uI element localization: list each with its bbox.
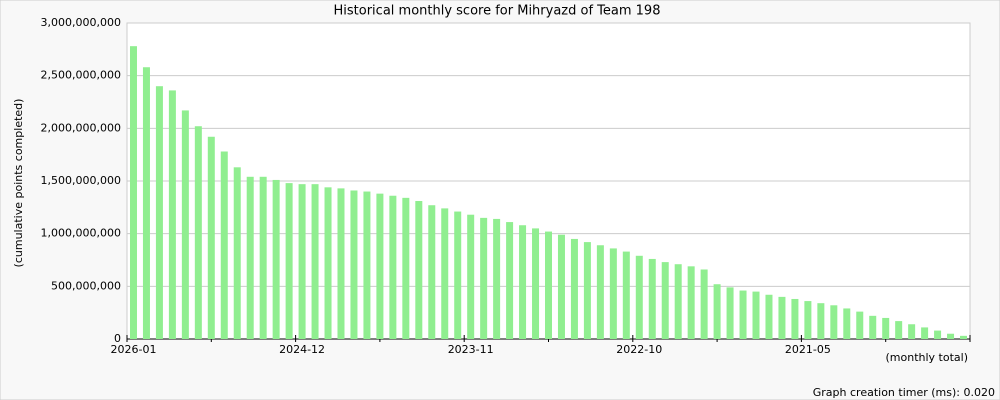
bar bbox=[194, 126, 202, 339]
bar bbox=[765, 294, 773, 339]
bar bbox=[181, 110, 189, 339]
bar bbox=[557, 234, 565, 339]
bar bbox=[804, 301, 812, 339]
bar bbox=[298, 184, 306, 339]
bar bbox=[363, 191, 371, 339]
bar bbox=[648, 258, 656, 339]
bar bbox=[596, 245, 604, 339]
bar bbox=[921, 327, 929, 339]
bar bbox=[441, 208, 449, 339]
bar bbox=[389, 195, 397, 339]
bar bbox=[635, 255, 643, 339]
bar bbox=[337, 188, 345, 339]
x-tick-label: 2023-11 bbox=[448, 343, 494, 356]
bar bbox=[609, 248, 617, 339]
bar bbox=[350, 190, 358, 339]
bar bbox=[570, 238, 578, 339]
bar bbox=[713, 284, 721, 339]
chart-title: Historical monthly score for Mihryazd of… bbox=[334, 4, 661, 19]
bar bbox=[532, 228, 540, 339]
bar bbox=[285, 183, 293, 339]
bar bbox=[960, 335, 968, 339]
bar bbox=[791, 298, 799, 339]
bar bbox=[272, 179, 280, 339]
bar bbox=[506, 222, 514, 339]
x-tick-label: 2024-12 bbox=[279, 343, 325, 356]
bar bbox=[908, 324, 916, 339]
y-tick-label: 500,000,000 bbox=[51, 279, 121, 292]
bar bbox=[428, 205, 436, 339]
bar bbox=[817, 303, 825, 339]
footer: Graph creation timer (ms): 0.020 bbox=[813, 386, 995, 399]
bar bbox=[402, 197, 410, 339]
bar bbox=[207, 136, 215, 339]
bar bbox=[376, 193, 384, 339]
y-tick-label: 1,500,000,000 bbox=[41, 174, 121, 187]
bar bbox=[830, 305, 838, 339]
bar bbox=[233, 167, 241, 339]
bar bbox=[129, 46, 137, 339]
bar bbox=[480, 217, 488, 339]
bar bbox=[467, 214, 475, 339]
bar bbox=[778, 296, 786, 339]
bar bbox=[220, 151, 228, 339]
y-tick-label: 2,500,000,000 bbox=[41, 69, 121, 82]
bar bbox=[415, 201, 423, 339]
bar bbox=[622, 251, 630, 339]
bar bbox=[661, 262, 669, 339]
bar bbox=[726, 287, 734, 339]
x-tick-label: 2022-10 bbox=[616, 343, 662, 356]
y-tick-label: 2,000,000,000 bbox=[41, 121, 121, 134]
bar bbox=[493, 218, 501, 339]
bar bbox=[259, 176, 267, 339]
bar bbox=[869, 315, 877, 339]
bar bbox=[739, 290, 747, 339]
bar bbox=[519, 225, 527, 339]
bar bbox=[674, 264, 682, 339]
bar bbox=[856, 311, 864, 339]
bar bbox=[752, 291, 760, 339]
bar bbox=[168, 90, 176, 339]
bar bbox=[882, 317, 890, 339]
x-tick-label: 2026-01 bbox=[111, 343, 157, 356]
bar bbox=[544, 231, 553, 339]
bar bbox=[947, 333, 955, 339]
bar bbox=[934, 330, 942, 339]
bar bbox=[583, 242, 591, 339]
bar bbox=[895, 321, 903, 339]
y-tick-label: 3,000,000,000 bbox=[41, 16, 121, 29]
bar bbox=[311, 184, 319, 339]
bar bbox=[142, 67, 150, 340]
bar bbox=[454, 211, 462, 339]
bar bbox=[687, 266, 695, 339]
bar bbox=[246, 176, 254, 339]
x-axis-label: (monthly total) bbox=[886, 351, 969, 364]
x-tick-label: 2021-05 bbox=[785, 343, 831, 356]
bar bbox=[843, 308, 851, 339]
y-axis-label: (cumulative points completed) bbox=[12, 99, 25, 268]
y-tick-label: 0 bbox=[114, 332, 121, 345]
bar bbox=[324, 187, 332, 339]
bar bbox=[155, 86, 163, 339]
bar bbox=[700, 269, 708, 339]
y-tick-label: 1,000,000,000 bbox=[41, 227, 121, 240]
